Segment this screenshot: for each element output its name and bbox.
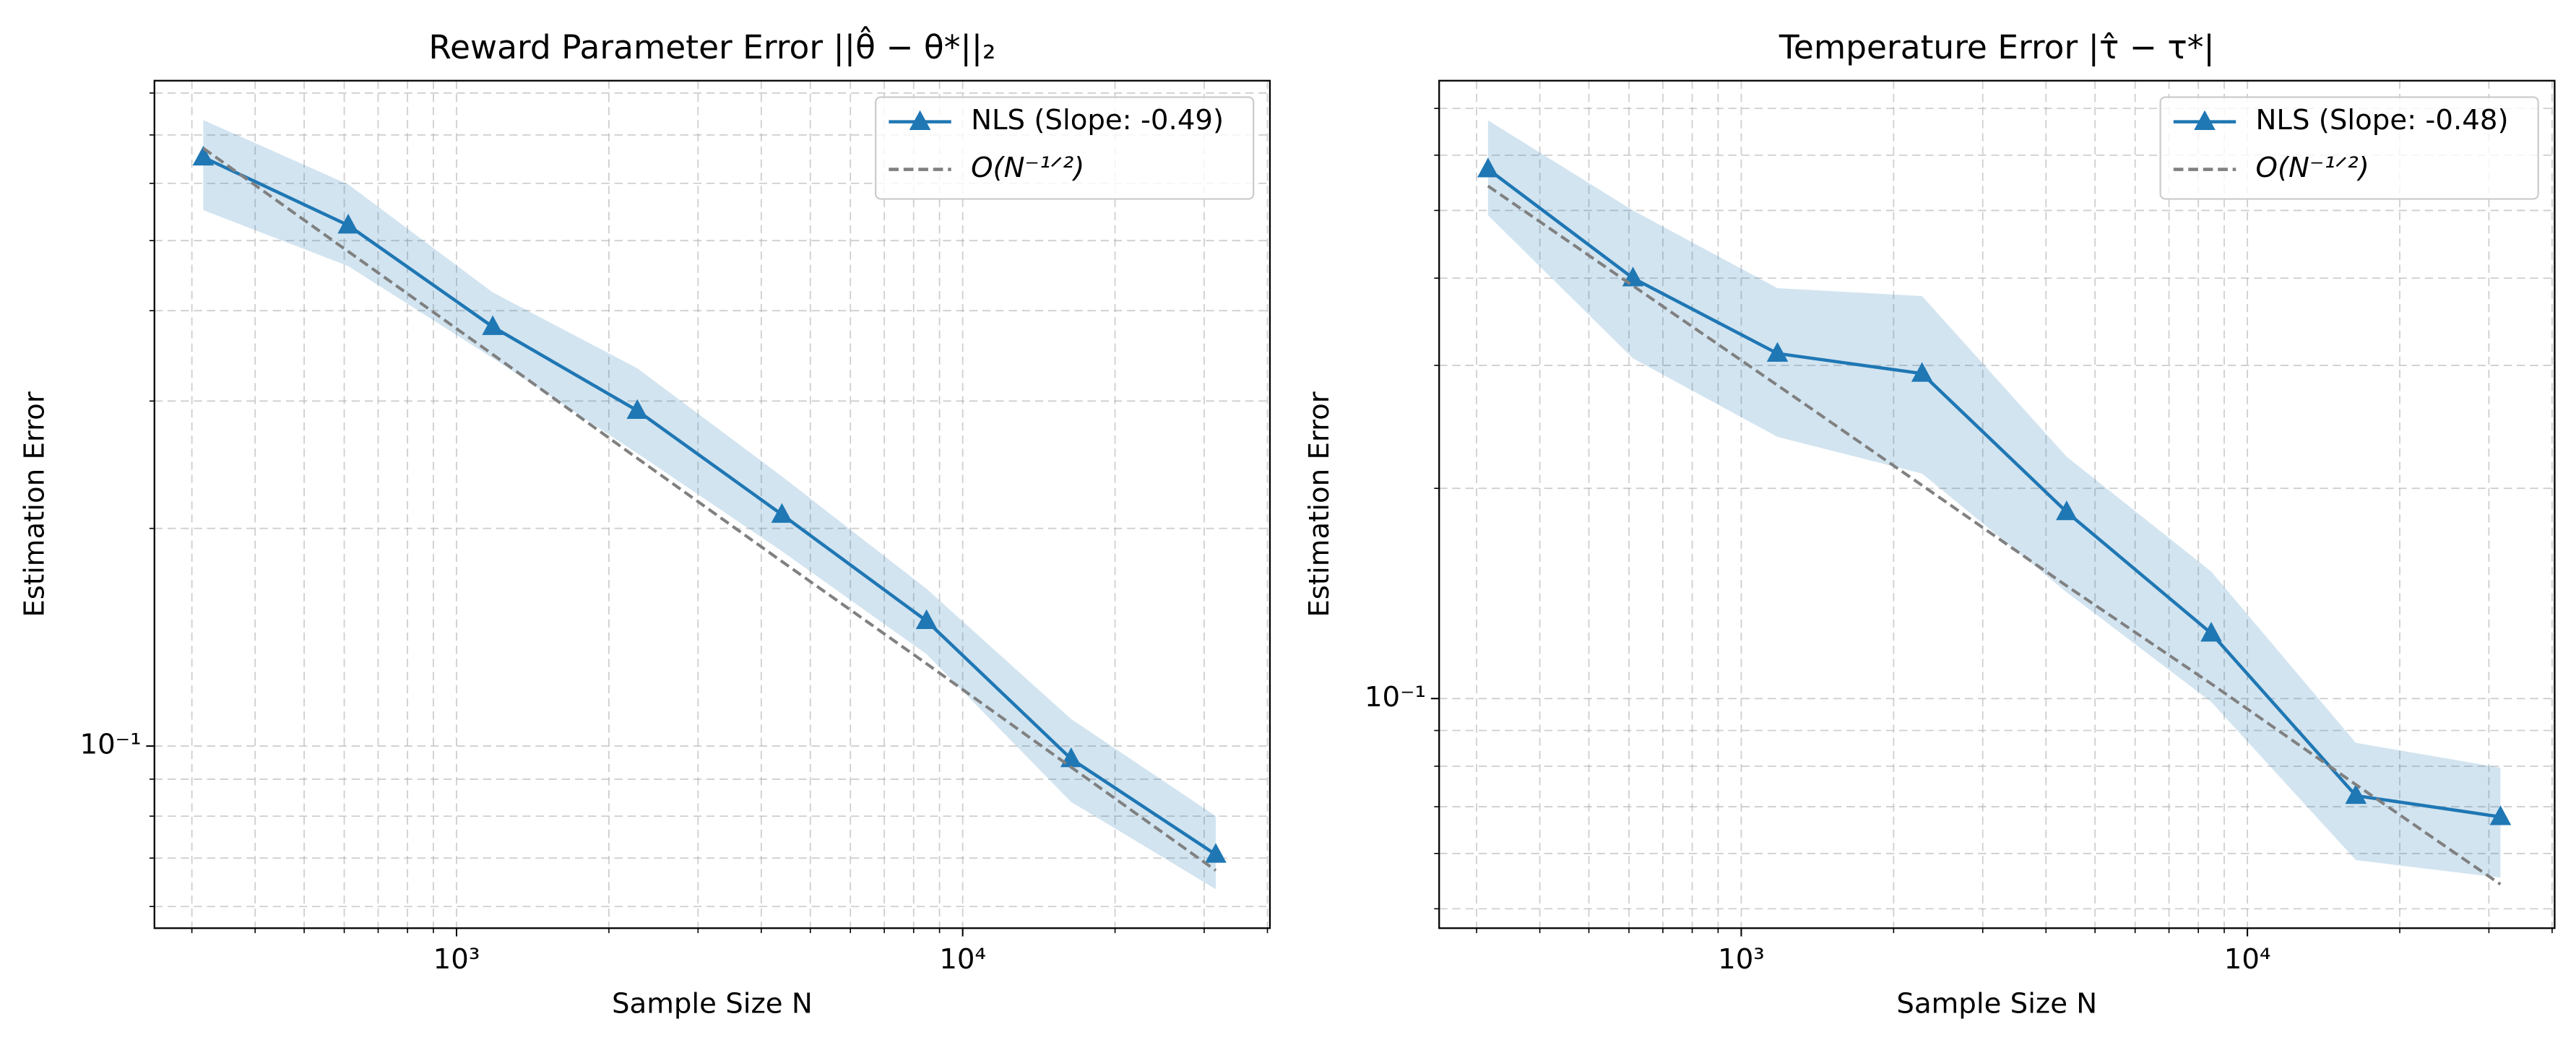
marker	[626, 399, 649, 419]
marker	[337, 214, 359, 234]
y-axis-label: Estimation Error	[1303, 391, 1336, 617]
chart-title: Temperature Error |τ̂ − τ*|	[1778, 28, 2215, 67]
axes-frame	[153, 79, 1271, 929]
x-axis-label: Sample Size N	[612, 988, 813, 1020]
marker	[1766, 342, 1789, 362]
y-tick-label: 10⁻¹	[1365, 681, 1426, 714]
marker	[2056, 500, 2078, 521]
marker	[482, 315, 503, 335]
marker	[2345, 784, 2367, 805]
plot-area	[192, 120, 1227, 890]
chart-title: Reward Parameter Error ||θ̂ − θ*||₂	[428, 25, 995, 67]
y-axis-label: Estimation Error	[19, 391, 51, 617]
error-band	[203, 120, 1216, 890]
legend-marker	[909, 110, 931, 130]
marker	[2489, 805, 2512, 825]
legend-box	[875, 96, 1255, 200]
marker	[2200, 622, 2222, 642]
error-band	[1487, 120, 2501, 878]
legend-marker	[2194, 110, 2216, 130]
panel: 10³ 10⁴ 10⁻¹ Temperature Error |τ̂ − τ*| Sam…	[1303, 28, 2556, 1020]
marker	[192, 145, 215, 166]
x-tick-label: 10⁴	[2224, 943, 2271, 976]
marker	[1911, 362, 1933, 382]
legend-label: O(N⁻¹ᐟ²)	[971, 152, 1084, 184]
x-tick-label: 10³	[1718, 943, 1765, 976]
plot-area	[1477, 120, 2512, 886]
legend-label: NLS (Slope: -0.49)	[971, 104, 1224, 136]
axes-frame	[1438, 79, 2556, 929]
marker	[915, 609, 938, 630]
marker	[1477, 157, 1499, 178]
series-line	[1487, 184, 2502, 886]
marker	[771, 503, 793, 523]
legend-box	[2159, 96, 2539, 200]
x-tick-label: 10⁴	[939, 943, 986, 976]
legend-label: NLS (Slope: -0.48)	[2256, 104, 2509, 136]
panel: 10³ 10⁴ 10⁻¹ Reward Parameter Error ||θ̂ − …	[19, 25, 1271, 1020]
y-tick-label: 10⁻¹	[79, 729, 141, 761]
legend-label: O(N⁻¹ᐟ²)	[2256, 152, 2369, 184]
x-tick-label: 10³	[433, 943, 480, 976]
x-axis-label: Sample Size N	[1896, 988, 2097, 1020]
marker	[1205, 843, 1227, 863]
series-line	[202, 155, 1217, 857]
series-line	[202, 147, 1217, 872]
